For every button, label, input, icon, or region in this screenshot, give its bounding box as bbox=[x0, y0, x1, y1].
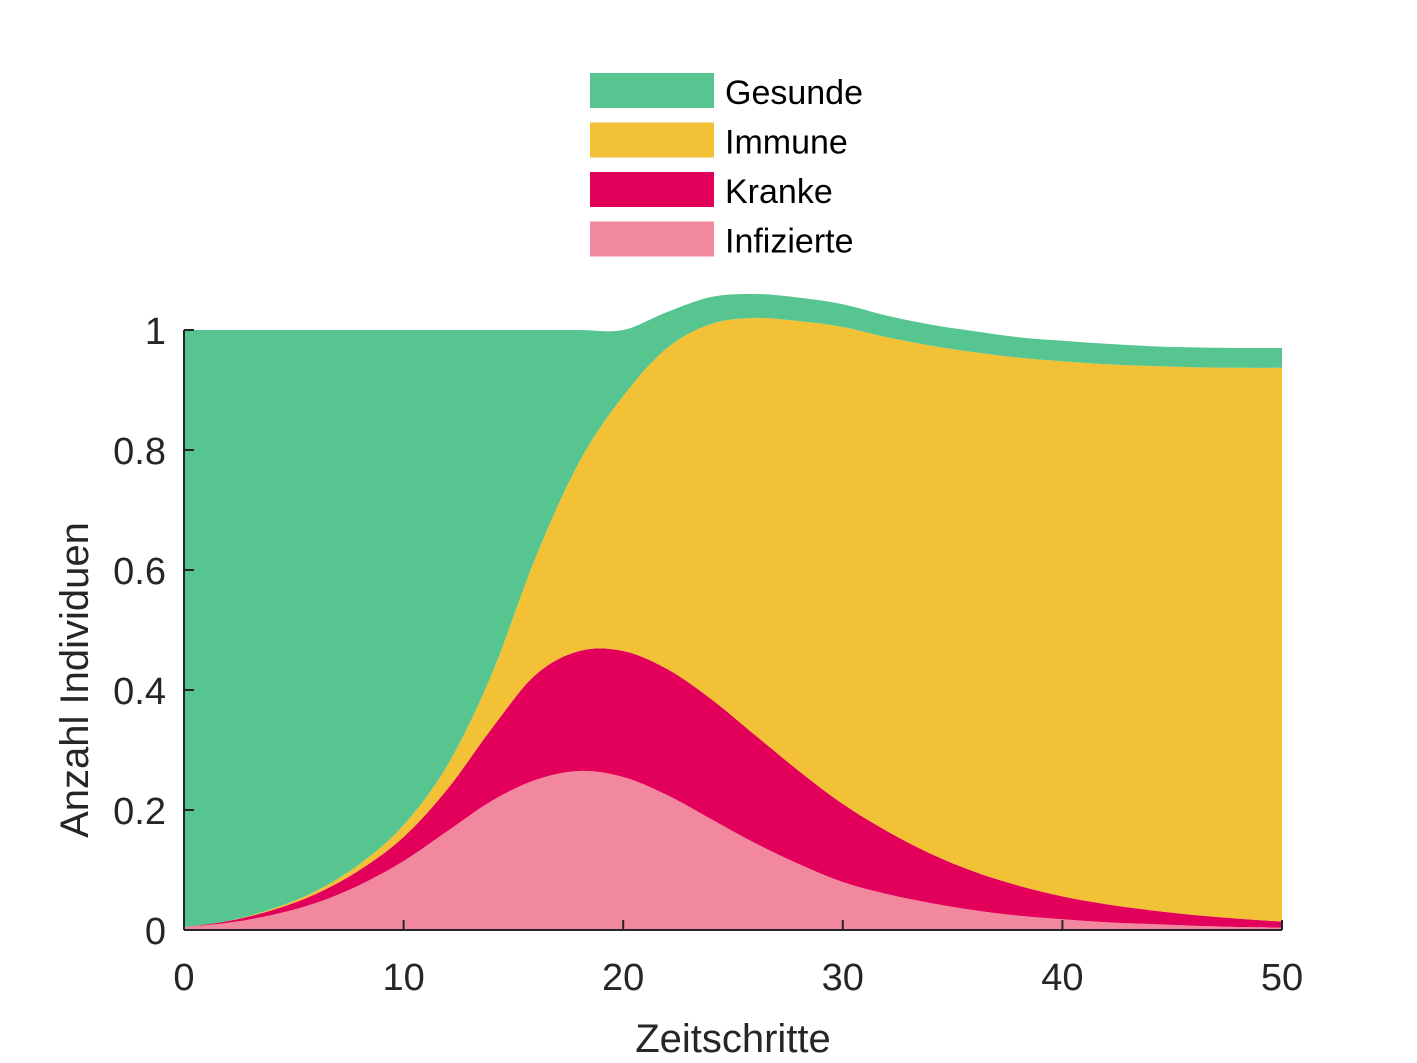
legend: Gesunde Immune Kranke Infizierte bbox=[590, 73, 863, 261]
legend-label-immune: Immune bbox=[725, 124, 848, 162]
y-tick-label: 0 bbox=[145, 911, 166, 953]
area-infizierte bbox=[184, 770, 1282, 930]
legend-swatch-infizierte bbox=[590, 221, 714, 257]
x-tick-label: 50 bbox=[1261, 957, 1303, 999]
x-axis-title: Zeitschritte bbox=[635, 1017, 831, 1061]
x-tick-label: 30 bbox=[822, 957, 864, 999]
y-tick-label: 1 bbox=[145, 311, 166, 353]
legend-label-kranke: Kranke bbox=[725, 173, 833, 211]
y-axis-title: Anzahl Individuen bbox=[53, 522, 97, 838]
area-gesunde bbox=[184, 293, 1282, 927]
legend-label-gesunde: Gesunde bbox=[725, 74, 863, 112]
area-kranke bbox=[184, 648, 1282, 928]
axes bbox=[183, 330, 1282, 931]
y-tick-label: 0.6 bbox=[113, 551, 166, 593]
y-ticks: 0 0.2 0.4 0.6 0.8 1 bbox=[113, 311, 194, 953]
legend-swatch-kranke bbox=[590, 172, 714, 207]
legend-swatch-immune bbox=[590, 122, 714, 158]
legend-swatch-gesunde bbox=[590, 73, 714, 108]
legend-label-infizierte: Infizierte bbox=[725, 223, 854, 261]
x-tick-label: 10 bbox=[382, 957, 424, 999]
x-tick-label: 0 bbox=[173, 957, 194, 999]
x-tick-label: 20 bbox=[602, 957, 644, 999]
x-ticks: 0 10 20 30 40 50 bbox=[173, 920, 1303, 999]
y-tick-label: 0.8 bbox=[113, 431, 166, 473]
y-tick-label: 0.4 bbox=[113, 671, 166, 713]
area-immune bbox=[184, 317, 1282, 927]
x-tick-label: 40 bbox=[1041, 957, 1083, 999]
area-series-group bbox=[184, 293, 1282, 930]
y-tick-label: 0.2 bbox=[113, 791, 166, 833]
